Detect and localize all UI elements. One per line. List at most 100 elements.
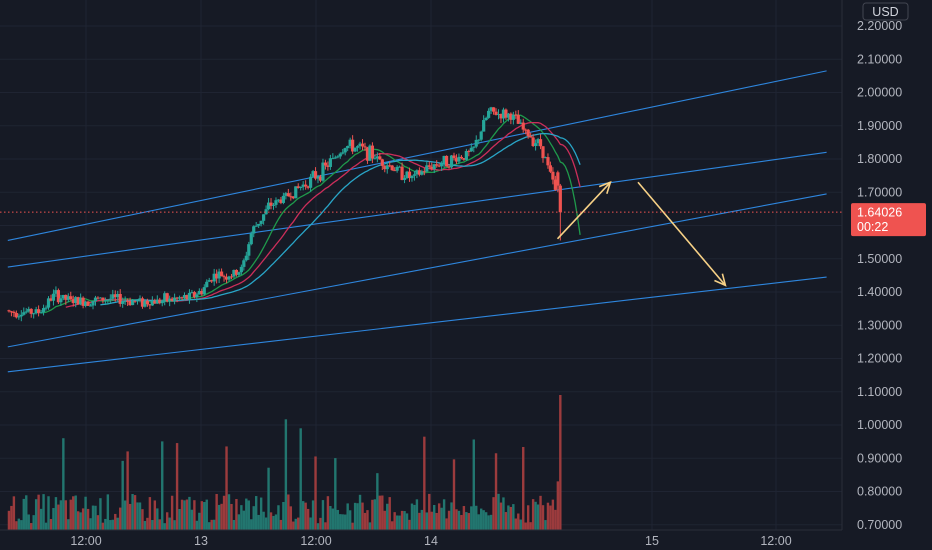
candle-body (375, 156, 379, 159)
candle-body (318, 176, 323, 181)
candle (294, 186, 298, 199)
candle-body (504, 109, 508, 118)
candle (140, 296, 145, 309)
volume-bar (514, 518, 518, 530)
candle (222, 274, 226, 282)
candle (407, 167, 412, 182)
candle-body (519, 122, 523, 124)
candle-body (299, 186, 303, 189)
volume-bar (72, 496, 75, 530)
candle-body (412, 174, 417, 176)
volume-bar (348, 510, 352, 530)
currency-label: USD (872, 5, 898, 19)
candle-body (511, 114, 515, 120)
candle (299, 186, 303, 191)
candle-body (86, 301, 90, 306)
candle-body (422, 171, 426, 173)
candle (405, 170, 409, 179)
candle-body (482, 120, 486, 132)
candle-body (521, 122, 525, 130)
candle-body (155, 299, 159, 304)
candle (323, 159, 328, 170)
candle-body (370, 145, 375, 159)
volume-bar (517, 513, 520, 530)
volume-bar (222, 495, 226, 530)
candle-body (46, 298, 51, 308)
candle (477, 139, 481, 145)
candle-body (472, 146, 476, 148)
candle (69, 291, 73, 301)
candle-body (514, 114, 518, 116)
candle-body (252, 226, 256, 234)
candle (306, 185, 310, 190)
time-tick-label: 12:00 (760, 534, 791, 548)
volume-bar (331, 508, 335, 530)
volume-bar (133, 495, 137, 530)
candle (271, 202, 276, 210)
candle (101, 297, 105, 304)
candle (46, 296, 51, 310)
volume-bar (467, 513, 471, 530)
candle (264, 205, 268, 215)
volume-bar (487, 515, 490, 530)
volume-bar (450, 502, 453, 530)
candle (276, 199, 281, 203)
candle-body (192, 292, 196, 298)
candle-body (459, 156, 464, 159)
volume-bar (460, 515, 463, 530)
volume-bar (116, 517, 119, 530)
volume-bar (356, 503, 359, 530)
candle-body (212, 273, 216, 282)
candle (459, 155, 464, 160)
candle (257, 223, 261, 228)
volume-bar (250, 519, 253, 530)
price-axis: 2.20000 2.10000 2.00000 1.90000 1.80000 1.700… (841, 0, 932, 550)
candle-body (158, 299, 162, 304)
candle-body (447, 166, 451, 168)
volume-bar (442, 499, 446, 530)
candle-body (185, 295, 189, 300)
candle (548, 161, 553, 174)
volume-bar (89, 518, 92, 530)
candle-body (524, 129, 528, 131)
candle-body (323, 162, 328, 166)
candle-body (123, 300, 127, 302)
volume-bar (49, 518, 53, 530)
candle (289, 192, 293, 201)
volume-bar (287, 494, 290, 530)
candle (262, 214, 266, 225)
volume-bar (47, 496, 50, 530)
candle-body (34, 309, 38, 314)
candle-body (271, 204, 276, 206)
candle-body (150, 300, 154, 306)
volume-bar (489, 514, 493, 530)
candle-body (59, 298, 63, 303)
candle-body (279, 199, 283, 203)
candle-body (135, 300, 140, 302)
volume-bar (220, 503, 223, 530)
volume-bar (306, 508, 310, 530)
volume-bar (143, 520, 147, 530)
volume-bar (556, 481, 560, 530)
candle (91, 301, 95, 310)
candle-body (29, 308, 33, 314)
candle-body (138, 298, 142, 301)
candle-body (474, 139, 478, 147)
candle-body (286, 193, 290, 197)
candle (380, 158, 384, 170)
candle-body (182, 295, 187, 299)
candle (54, 286, 58, 297)
volume-bar (559, 395, 562, 530)
candle (108, 294, 112, 304)
volume-bar (462, 506, 466, 530)
candle-body (274, 200, 278, 205)
candle-body (7, 310, 11, 312)
candle-body (269, 202, 273, 206)
candle (444, 155, 449, 167)
currency-badge[interactable]: USD (862, 2, 909, 21)
candle-body (417, 170, 421, 175)
projection-arrow (556, 180, 612, 240)
candle-body (328, 158, 332, 167)
